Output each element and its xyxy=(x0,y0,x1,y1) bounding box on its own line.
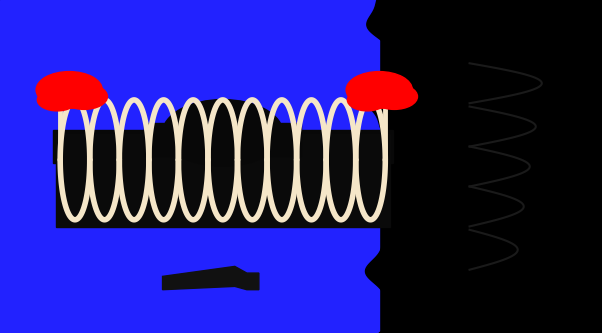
Bar xyxy=(56,134,389,227)
Circle shape xyxy=(347,89,387,111)
Bar xyxy=(0,0,379,333)
Bar xyxy=(53,130,393,163)
Circle shape xyxy=(371,84,418,110)
Circle shape xyxy=(61,84,107,110)
Polygon shape xyxy=(163,266,259,290)
Circle shape xyxy=(36,72,102,108)
Circle shape xyxy=(346,72,412,108)
Circle shape xyxy=(37,89,77,111)
Circle shape xyxy=(163,100,283,166)
Bar xyxy=(144,123,301,156)
